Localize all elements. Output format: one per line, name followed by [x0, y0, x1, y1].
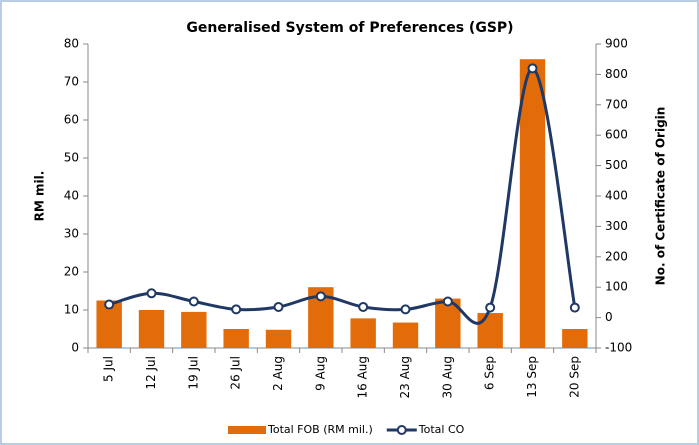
- bar: [350, 318, 376, 348]
- bar: [392, 322, 419, 348]
- line-marker: [146, 288, 157, 299]
- y-tick-label: 10: [64, 303, 79, 317]
- legend-label: Total FOB (RM mil.): [267, 423, 373, 436]
- y2-axis-title: No. of Certificate of Origin: [654, 107, 668, 286]
- bar: [477, 313, 503, 348]
- y2-tick-label: 700: [605, 97, 628, 111]
- legend-marker: [396, 425, 407, 435]
- y-tick-label: 20: [64, 265, 79, 279]
- line-marker: [188, 296, 199, 307]
- x-tick-label: 19 Jul: [186, 356, 200, 390]
- x-tick-label: 13 Sep: [525, 356, 539, 398]
- bar: [562, 329, 588, 348]
- y-tick-label: 80: [64, 37, 79, 51]
- line-marker: [273, 301, 284, 312]
- line-marker: [400, 304, 411, 315]
- y2-tick-label: -100: [605, 341, 632, 355]
- line-marker: [104, 299, 115, 310]
- y2-tick-label: 800: [605, 67, 628, 81]
- y-tick-label: 70: [64, 75, 79, 89]
- line-marker: [527, 63, 538, 74]
- x-tick-label: 6 Sep: [483, 356, 497, 390]
- legend-label: Total CO: [418, 423, 465, 436]
- bar: [519, 59, 546, 348]
- x-tick-label: 30 Aug: [440, 356, 454, 399]
- x-tick-label: 23 Aug: [398, 356, 412, 399]
- bar: [181, 311, 207, 348]
- bar: [265, 329, 292, 348]
- y2-tick-label: 300: [605, 219, 628, 233]
- y2-tick-label: 100: [605, 280, 628, 294]
- chart-title: Generalised System of Preferences (GSP): [186, 20, 513, 36]
- y-tick-label: 50: [64, 151, 79, 165]
- y-tick-label: 60: [64, 113, 79, 127]
- x-tick-label: 12 Jul: [144, 356, 158, 390]
- y2-tick-label: 200: [605, 249, 628, 263]
- y-tick-label: 30: [64, 227, 79, 241]
- y-tick-label: 0: [71, 341, 79, 355]
- line-marker: [231, 304, 242, 315]
- x-tick-label: 26 Jul: [229, 356, 243, 390]
- y2-tick-label: 600: [605, 128, 628, 142]
- bar: [138, 310, 165, 348]
- x-tick-label: 2 Aug: [271, 356, 285, 391]
- x-tick-label: 9 Aug: [313, 356, 327, 391]
- line-marker: [358, 301, 369, 312]
- line-marker: [315, 291, 326, 302]
- x-tick-label: 20 Sep: [567, 356, 581, 398]
- legend-swatch: [228, 426, 266, 434]
- y2-tick-label: 500: [605, 158, 628, 172]
- line-marker: [442, 296, 453, 307]
- y-tick-label: 40: [64, 189, 79, 203]
- y2-tick-label: 900: [605, 37, 628, 51]
- x-tick-label: 16 Aug: [356, 356, 370, 399]
- x-tick-label: 5 Jul: [102, 356, 116, 382]
- line-marker: [485, 302, 496, 313]
- y2-tick-label: 400: [605, 189, 628, 203]
- y-axis-title: RM mil.: [33, 171, 47, 222]
- bar: [223, 329, 249, 348]
- y2-tick-label: 0: [605, 310, 613, 324]
- line-marker: [569, 302, 580, 313]
